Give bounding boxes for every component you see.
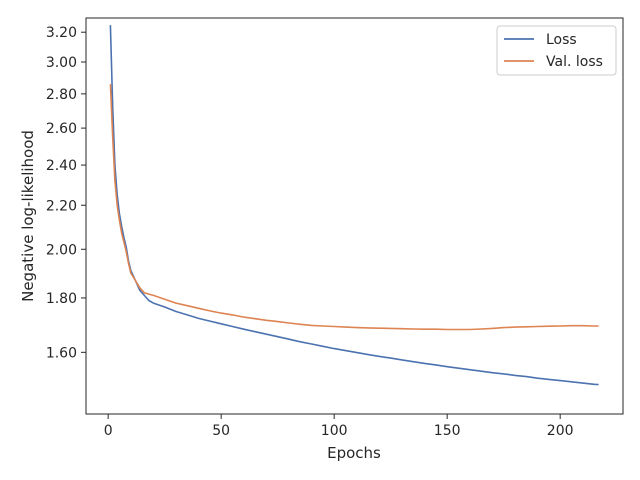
y-tick-label: 2.00 <box>46 242 77 258</box>
series-line-loss <box>109 25 599 386</box>
y-tick-label: 1.60 <box>46 345 77 361</box>
x-tick-label: 50 <box>212 423 230 439</box>
series-layer <box>109 25 599 386</box>
legend-label: Loss <box>546 32 577 48</box>
x-axis-ticks: 0 50 100 150 200 <box>104 414 574 439</box>
x-tick-label: 100 <box>321 423 348 439</box>
legend-label: Val. loss <box>546 54 603 70</box>
y-tick-label: 2.80 <box>46 87 77 103</box>
x-tick-label: 150 <box>434 423 461 439</box>
y-axis-ticks: 1.60 1.80 2.00 2.20 2.40 2.60 2.80 3.00 3.20 <box>46 25 86 361</box>
y-tick-label: 2.20 <box>46 198 77 214</box>
y-axis-label: Negative log-likelihood <box>19 130 37 302</box>
plot-area-frame <box>85 17 624 415</box>
series-line-val-loss <box>109 84 599 331</box>
x-axis-label: Epochs <box>327 444 381 462</box>
y-tick-label: 3.20 <box>46 25 77 41</box>
x-tick-label: 200 <box>547 423 574 439</box>
y-tick-label: 2.40 <box>46 158 77 174</box>
y-tick-label: 3.00 <box>46 55 77 71</box>
legend: Loss Val. loss <box>496 25 617 76</box>
y-tick-label: 2.60 <box>46 121 77 137</box>
y-tick-label: 1.80 <box>46 291 77 307</box>
x-tick-label: 0 <box>104 423 113 439</box>
